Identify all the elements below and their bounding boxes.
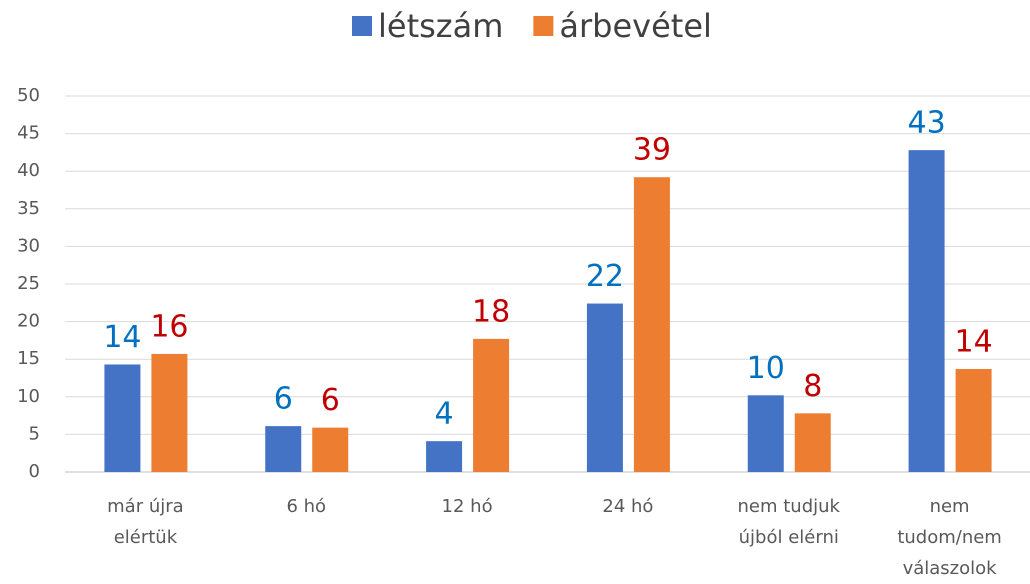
data-label: 14 bbox=[103, 320, 141, 355]
legend-swatch bbox=[533, 16, 554, 36]
bar bbox=[151, 353, 188, 472]
y-tick-label: 15 bbox=[17, 348, 40, 369]
x-tick-label: nem bbox=[930, 496, 970, 517]
bar bbox=[426, 441, 463, 472]
bar bbox=[633, 177, 670, 472]
y-tick-label: 30 bbox=[17, 235, 40, 256]
bar bbox=[908, 150, 945, 473]
data-label: 6 bbox=[321, 383, 340, 418]
bar bbox=[955, 368, 992, 472]
bar bbox=[794, 413, 831, 472]
x-tick-label: nem tudjuk bbox=[738, 496, 841, 517]
x-tick-label: 12 hó bbox=[442, 496, 493, 517]
bar bbox=[473, 338, 510, 472]
data-label: 16 bbox=[150, 309, 188, 344]
bar bbox=[104, 364, 141, 472]
data-label: 22 bbox=[586, 259, 624, 294]
data-label: 14 bbox=[954, 324, 992, 359]
bar bbox=[312, 427, 349, 472]
x-tick-label: tudom/nem bbox=[897, 527, 1002, 548]
y-tick-label: 10 bbox=[17, 386, 40, 407]
legend-label: árbevétel bbox=[559, 7, 712, 45]
data-label: 43 bbox=[907, 106, 945, 141]
y-tick-label: 50 bbox=[17, 85, 40, 106]
x-tick-label: újból elérni bbox=[739, 527, 839, 548]
y-tick-label: 40 bbox=[17, 160, 40, 181]
bar bbox=[747, 395, 784, 472]
x-tick-label: már újra bbox=[107, 496, 184, 517]
bar bbox=[265, 426, 302, 472]
data-label: 10 bbox=[747, 351, 785, 386]
data-label: 4 bbox=[435, 397, 454, 432]
y-tick-label: 5 bbox=[29, 423, 40, 444]
y-tick-label: 20 bbox=[17, 311, 40, 332]
data-label: 6 bbox=[274, 382, 293, 417]
x-tick-label: válaszolok bbox=[903, 558, 998, 579]
legend-swatch bbox=[352, 16, 372, 36]
y-tick-label: 0 bbox=[29, 461, 40, 482]
data-label: 39 bbox=[633, 133, 671, 168]
x-tick-label: elértük bbox=[114, 527, 178, 548]
y-tick-label: 35 bbox=[17, 198, 40, 219]
legend-label: létszám bbox=[378, 7, 503, 45]
y-tick-label: 45 bbox=[17, 123, 40, 144]
y-tick-label: 25 bbox=[17, 273, 40, 294]
data-label: 18 bbox=[472, 294, 510, 329]
bar bbox=[586, 303, 623, 472]
data-label: 8 bbox=[803, 369, 822, 404]
x-tick-label: 6 hó bbox=[286, 496, 326, 517]
x-tick-label: 24 hó bbox=[602, 496, 653, 517]
